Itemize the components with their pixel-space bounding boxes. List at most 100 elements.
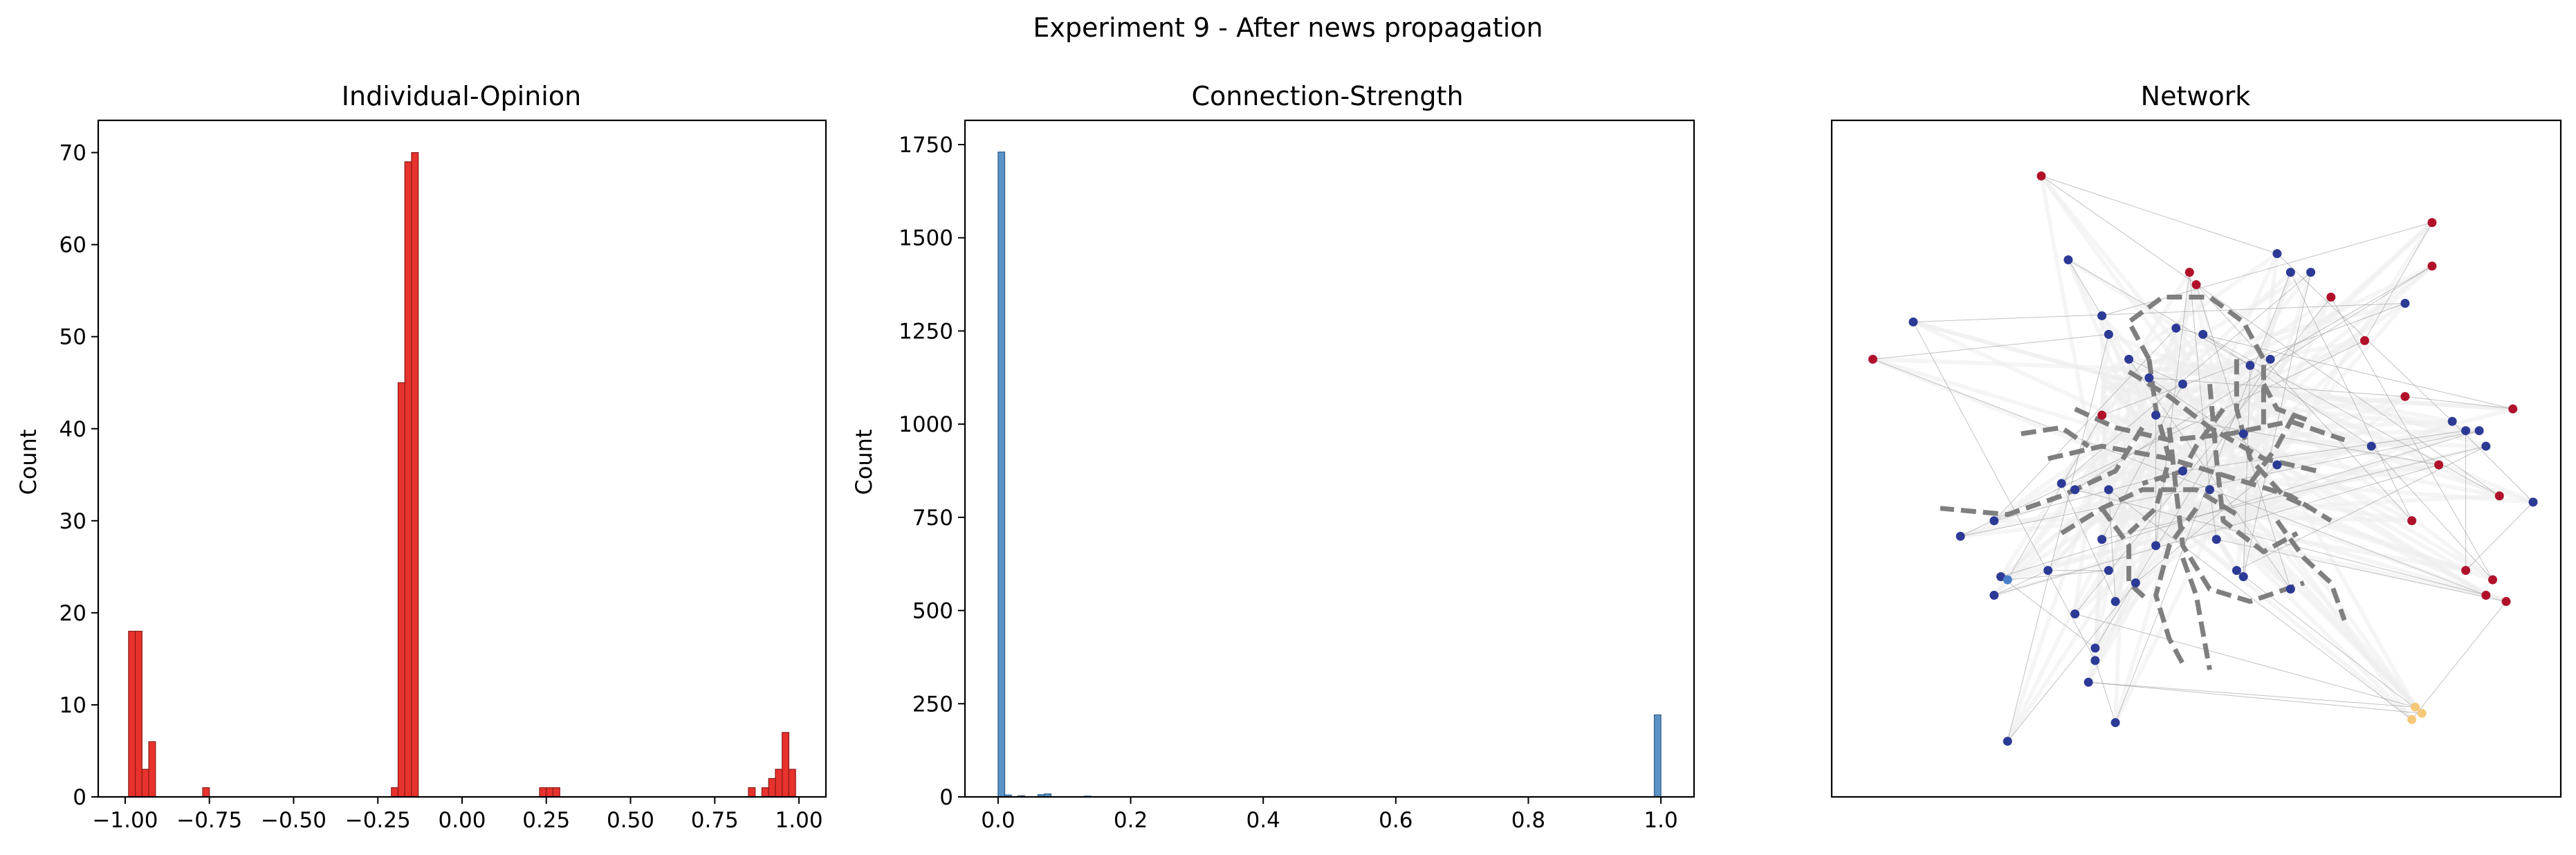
network-dashed-edge: [2142, 407, 2225, 486]
network-cloud-edge: [1998, 373, 2133, 579]
strength-ytick-label: 1000: [899, 412, 953, 437]
network-node: [2326, 293, 2336, 302]
network-thin-edge: [2074, 614, 2416, 708]
network-thin-edge: [2007, 334, 2109, 742]
network-title: Network: [2141, 81, 2251, 111]
network-thin-edge: [2243, 365, 2251, 577]
network-thin-edge: [2101, 303, 2406, 416]
network-node: [2144, 373, 2154, 383]
strength-xtick-label: 0.4: [1246, 808, 1280, 833]
network-node: [2083, 677, 2093, 687]
opinion-histogram-axes-frame: [97, 119, 827, 798]
network-thin-edge: [2041, 176, 2500, 497]
network-node: [2407, 516, 2417, 526]
network-node: [2360, 335, 2369, 345]
network-cloud-edge: [2229, 454, 2418, 710]
network-thin-edge: [2270, 266, 2433, 360]
network-node: [2285, 585, 2295, 594]
opinion-xtick-label: 0.25: [522, 808, 570, 833]
network-node: [2474, 426, 2484, 436]
opinion-ytick-label: 50: [59, 325, 86, 350]
network-dashed-edge: [2153, 506, 2198, 665]
network-node: [2400, 299, 2410, 308]
network-node: [2238, 572, 2248, 582]
network-thin-edge: [1913, 322, 2096, 661]
network-node: [2104, 566, 2113, 576]
network-dashed-edge: [2021, 425, 2090, 448]
network-thin-edge: [2364, 222, 2433, 341]
network-node: [2097, 535, 2107, 544]
opinion-histogram-title: Individual-Opinion: [342, 81, 581, 111]
strength-xtick-label: 0.8: [1511, 808, 1545, 833]
network-node: [2151, 410, 2161, 420]
network-node: [2090, 643, 2100, 653]
figure-suptitle: Experiment 9 - After news propagation: [1033, 12, 1543, 43]
network-thin-edge: [2236, 445, 2487, 571]
network-thin-edge: [1994, 470, 2183, 522]
network-node: [2097, 311, 2107, 320]
strength-histogram-axes-frame: [964, 119, 1695, 798]
network-node: [2265, 354, 2275, 364]
network-cloud-edge: [2254, 396, 2495, 582]
network-node: [2070, 485, 2080, 495]
strength-ytick-label: 250: [912, 692, 953, 717]
network-cloud-edge: [2256, 370, 2488, 449]
opinion-bar: [134, 630, 142, 798]
opinion-bar: [788, 769, 796, 798]
network-thin-edge: [1873, 333, 2109, 360]
network-cloud-edge: [2137, 517, 2488, 598]
network-thin-edge: [2411, 601, 2507, 720]
strength-histogram-xticks: 0.0 0.2 0.4 0.6 0.8 1.0: [981, 797, 1678, 833]
network-cloud-edge: [2157, 376, 2495, 582]
network-node: [2306, 268, 2316, 277]
strength-ytick-label: 750: [912, 506, 953, 531]
network-node: [2191, 280, 2201, 290]
opinion-histogram-bars: [128, 151, 796, 798]
network-node: [2366, 441, 2376, 451]
network-thin-edge: [2149, 377, 2405, 397]
network-node: [2090, 656, 2100, 665]
network-node: [2003, 737, 2012, 746]
strength-histogram-panel: Connection-Strength Count 0.0 0.2 0.4 0.6 0.…: [851, 81, 1695, 833]
opinion-ytick-label: 20: [59, 601, 86, 626]
network-node: [2434, 460, 2444, 470]
network-cloud-edge: [2203, 264, 2434, 378]
network-node: [2151, 541, 2161, 551]
network-node: [2272, 249, 2282, 259]
network-dashed-edge: [1940, 426, 2145, 517]
strength-ytick-label: 1500: [899, 226, 953, 251]
network-cloud-edge: [1870, 357, 2108, 432]
network-dashed-edge: [2099, 506, 2151, 604]
network-node: [2407, 715, 2417, 724]
network-thin-edge: [2404, 396, 2513, 410]
network-panel: Network: [1830, 81, 2562, 798]
strength-histogram-title: Connection-Strength: [1191, 81, 1463, 111]
network-node: [2427, 261, 2437, 271]
network-node: [2070, 609, 2080, 618]
opinion-bar: [546, 787, 554, 798]
network-cloud-edge: [2234, 370, 2502, 498]
opinion-xtick-label: −1.00: [92, 808, 158, 833]
network-node: [1908, 317, 1918, 327]
network-cloud-edge: [2113, 420, 2265, 725]
network-cloud-edge: [2113, 506, 2126, 725]
opinion-ytick-label: 10: [59, 693, 86, 718]
network-thin-edge: [2182, 430, 2466, 472]
network-node: [2178, 466, 2188, 476]
network-node: [1868, 354, 1877, 364]
opinion-histogram-ylabel: Count: [15, 429, 42, 495]
opinion-bar: [761, 787, 769, 798]
network-cloud-edge: [2109, 416, 2414, 722]
network-cloud-edge: [2039, 174, 2105, 513]
strength-ytick-label: 1750: [899, 133, 953, 158]
network-dashed-edge: [2248, 407, 2300, 485]
network-node: [1996, 572, 2006, 582]
strength-xtick-label: 0.0: [981, 808, 1015, 833]
network-cloud-edge: [2092, 394, 2109, 663]
network-cloud-edge: [2107, 301, 2407, 375]
network-node: [2232, 566, 2241, 576]
network-cloud-edge: [2005, 395, 2182, 744]
opinion-bar: [404, 161, 412, 798]
strength-xtick-label: 0.2: [1114, 808, 1148, 833]
strength-xtick-label: 0.6: [1379, 808, 1413, 833]
